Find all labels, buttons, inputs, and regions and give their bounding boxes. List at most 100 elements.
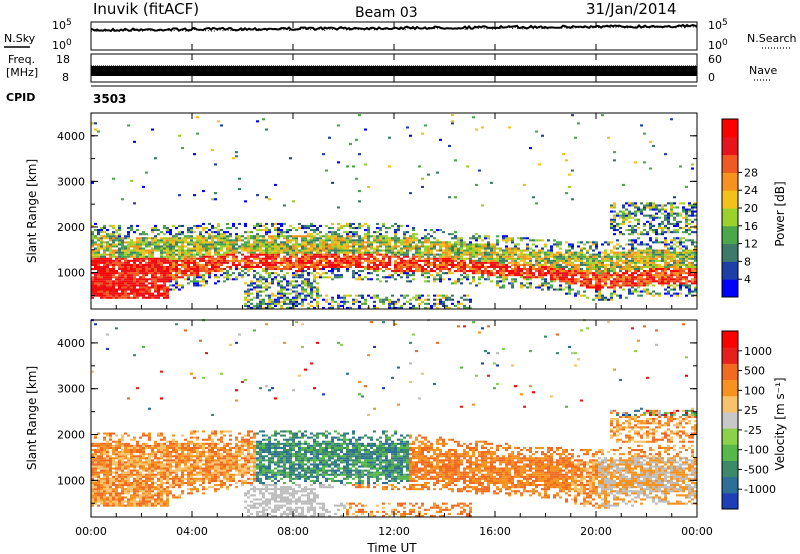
power-cell (463, 253, 466, 256)
power-cell (403, 251, 406, 254)
power-cell (91, 253, 94, 256)
power-cell (319, 255, 322, 258)
freq-tick-low: 8 (62, 71, 69, 84)
velocity-cell (91, 486, 94, 489)
power-cell (124, 259, 127, 262)
power-cell (157, 294, 160, 297)
power-cell (202, 284, 205, 287)
power-cell (166, 274, 169, 277)
power-cell (340, 304, 343, 307)
power-cell (475, 233, 478, 236)
power-cell (574, 274, 577, 277)
power-cell (505, 239, 508, 242)
power-cell (592, 253, 595, 256)
power-cell (676, 253, 679, 256)
power-cell (472, 247, 475, 250)
power-cell (694, 268, 697, 271)
power-cell (97, 263, 100, 266)
power-cell (337, 268, 340, 271)
power-cell (580, 276, 583, 279)
power-cell (682, 249, 685, 252)
power-cell (154, 265, 157, 268)
power-cell (472, 253, 475, 256)
power-cell (118, 235, 121, 238)
power-cell (394, 278, 397, 281)
power-cell (427, 247, 430, 250)
power-cell (238, 261, 241, 264)
velocity-cell (91, 449, 94, 452)
power-cell (583, 255, 586, 258)
power-cell (460, 296, 463, 299)
power-cell (376, 239, 379, 242)
power-cell (433, 247, 436, 250)
power-cell (319, 257, 322, 260)
power-cell (115, 235, 118, 238)
power-cell (694, 210, 697, 213)
power-cell (331, 237, 334, 240)
power-cell (142, 259, 145, 262)
power-cell (349, 259, 352, 262)
power-cell (679, 247, 682, 250)
power-cell (670, 239, 673, 242)
power-cell (304, 253, 307, 256)
power-cell (313, 290, 316, 293)
power-cell (247, 249, 250, 252)
power-cell (244, 257, 247, 260)
power-cell (307, 227, 310, 230)
power-cell (145, 284, 148, 287)
power-cell (385, 268, 388, 271)
power-cell (469, 249, 472, 252)
power-cell (655, 268, 658, 271)
velocity-cell (91, 471, 94, 474)
power-cell (118, 288, 121, 291)
power-cell (124, 290, 127, 293)
power-cell (124, 296, 127, 299)
power-cell (646, 231, 649, 234)
power-cell (460, 263, 463, 266)
power-cell (595, 259, 598, 262)
power-cell (472, 116, 475, 119)
power-cell (427, 253, 430, 256)
power-cell (253, 251, 256, 254)
power-cell (409, 241, 412, 244)
power-cell (673, 265, 676, 268)
power-cell (694, 263, 697, 266)
power-cell (523, 263, 526, 266)
power-cell (499, 261, 502, 264)
power-cell (535, 202, 538, 205)
power-cell (346, 241, 349, 244)
power-cell (325, 247, 328, 250)
power-cell (673, 278, 676, 281)
power-cell (568, 259, 571, 262)
velocity-cell (103, 471, 106, 474)
power-cell (649, 214, 652, 217)
power-cell (112, 294, 115, 297)
power-cell (391, 274, 394, 277)
power-cell (625, 280, 628, 283)
power-cell (154, 272, 157, 275)
power-cell (685, 224, 688, 227)
power-cell (694, 214, 697, 217)
power-cell (157, 257, 160, 260)
power-cell (115, 288, 118, 291)
power-ytick-label: 4000 (57, 130, 85, 143)
power-cell (436, 249, 439, 252)
power-cell (139, 259, 142, 262)
velocity-cell (103, 500, 106, 503)
power-cell (163, 270, 166, 273)
power-cell (100, 274, 103, 277)
power-cell (319, 263, 322, 266)
power-cell (331, 227, 334, 230)
power-cell (541, 272, 544, 275)
power-cell (334, 245, 337, 248)
power-cell (232, 222, 235, 225)
power-cell (661, 284, 664, 287)
power-cell (91, 249, 94, 252)
velocity-cell (103, 492, 106, 495)
power-cell (256, 247, 259, 250)
power-cell (682, 210, 685, 213)
power-cell (130, 255, 133, 258)
power-cell (469, 268, 472, 271)
power-cell (544, 280, 547, 283)
power-cell (451, 122, 454, 125)
